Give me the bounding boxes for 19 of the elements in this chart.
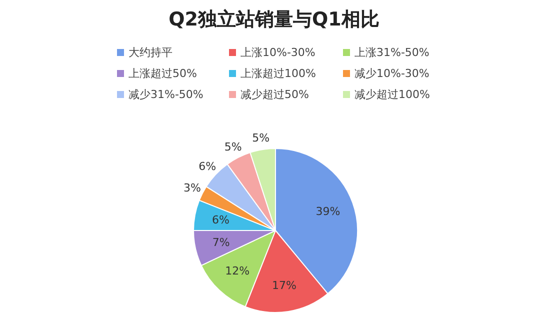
- legend-label: 上涨10%-30%: [240, 46, 316, 59]
- data-label: 3%: [183, 182, 201, 195]
- data-label: 5%: [252, 132, 270, 145]
- legend-label: 减少10%-30%: [354, 67, 430, 80]
- data-label: 6%: [212, 214, 230, 227]
- legend-label: 上涨超过100%: [240, 67, 316, 80]
- legend-label: 大约持平: [128, 46, 172, 59]
- chart-title: Q2独立站销量与Q1相比: [168, 8, 380, 30]
- data-label: 5%: [224, 140, 242, 154]
- legend-label: 减少31%-50%: [128, 88, 204, 101]
- data-label: 17%: [272, 279, 296, 292]
- legend-label: 上涨31%-50%: [354, 46, 430, 59]
- legend-label: 减少超过50%: [240, 88, 309, 101]
- data-label: 7%: [212, 236, 230, 250]
- legend-label: 上涨超过50%: [128, 67, 197, 80]
- data-label: 39%: [316, 205, 340, 218]
- data-label: 6%: [198, 160, 216, 174]
- data-label: 12%: [225, 264, 250, 278]
- legend-label: 减少超过100%: [354, 88, 430, 101]
